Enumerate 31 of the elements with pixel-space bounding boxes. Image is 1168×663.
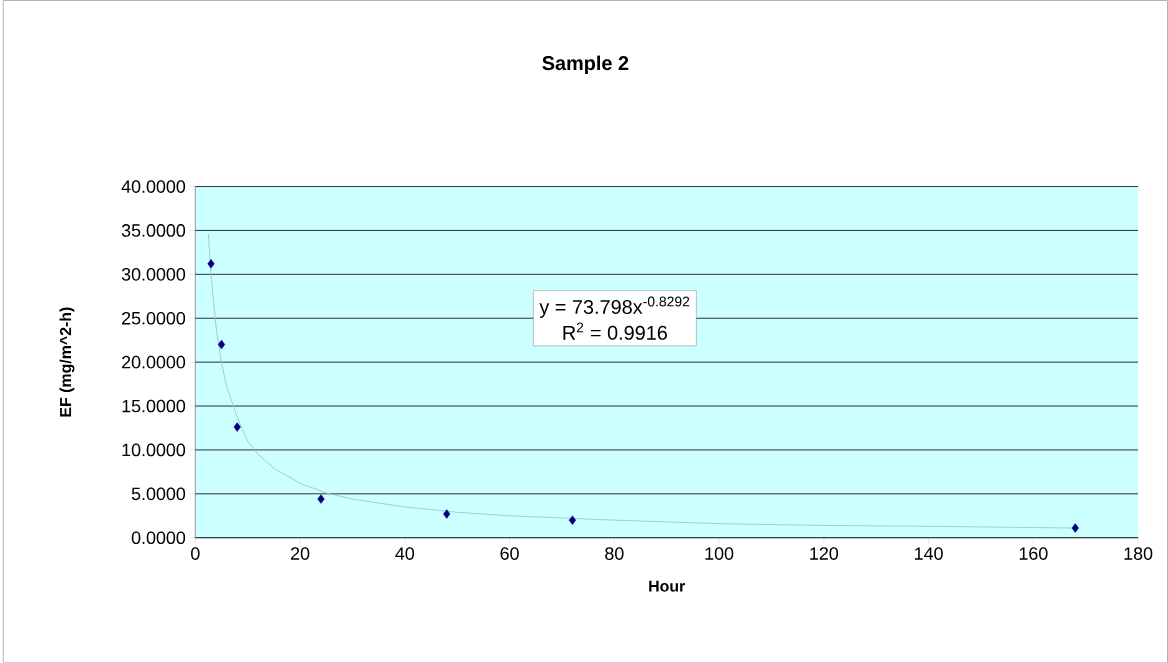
point	[217, 339, 226, 350]
chart-title: Sample 2	[542, 55, 629, 74]
point	[1071, 523, 1079, 533]
y-tick-label: 5.0000	[131, 487, 186, 500]
x-tick-label: 20	[291, 547, 310, 560]
point	[317, 494, 325, 504]
y-tick-label: 35.0000	[121, 223, 186, 237]
y-tick-label: 15.0000	[122, 399, 186, 413]
y-tick-label: 0.0000	[131, 531, 186, 544]
x-tick-label: 120	[810, 547, 839, 560]
x-tick-label: 80	[605, 547, 624, 560]
point	[207, 258, 215, 269]
x-tick-label: 40	[395, 547, 415, 560]
y-tick-label: 25.0000	[122, 311, 186, 325]
x-tick-label: 100	[705, 547, 734, 560]
point	[443, 509, 451, 519]
y-axis-title: EF (mg/m^2-h)	[59, 307, 75, 417]
y-tick-label: 20.0000	[122, 355, 186, 369]
x-tick-label: 0	[191, 547, 200, 560]
x-tick-label: 140	[915, 547, 943, 560]
annotation: y = 73.798x$^{-0.8292}$	[539, 296, 690, 318]
annotation: R$^{2}$ = 0.9916	[563, 322, 667, 340]
point	[568, 515, 576, 525]
x-axis-title: Hour	[649, 580, 686, 592]
x-tick-label: 180	[1124, 547, 1153, 560]
y-tick-label: 40.0000	[121, 180, 186, 193]
x-tick-label: 160	[1019, 547, 1048, 560]
y-tick-label: 10.0000	[122, 443, 186, 457]
y-tick-label: 30.0000	[121, 267, 186, 281]
x-tick-label: 60	[500, 547, 519, 560]
point	[233, 422, 241, 432]
